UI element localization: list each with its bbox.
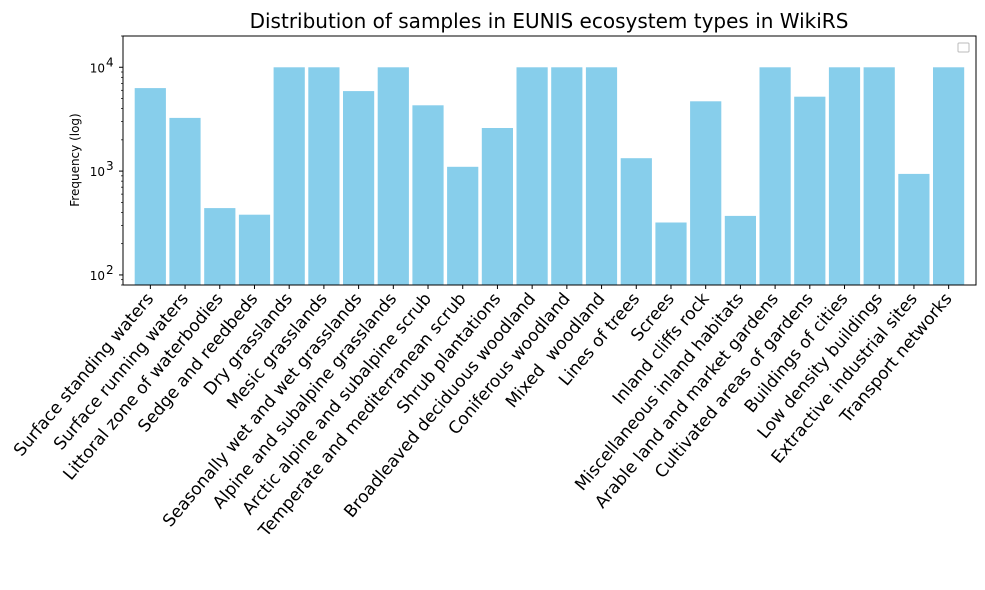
y-tick-label: 10 [90, 61, 105, 75]
bar-12 [551, 67, 583, 285]
bar-20 [828, 67, 861, 285]
x-tick-label: Surface standing waters [10, 289, 158, 460]
bars-group [134, 67, 965, 286]
y-tick-exponent: 3 [106, 159, 114, 173]
bar-21 [863, 67, 895, 285]
chart-title: Distribution of samples in EUNIS ecosyst… [250, 9, 849, 33]
y-tick-exponent: 2 [106, 263, 114, 277]
bar-18 [759, 67, 791, 285]
bar-4 [273, 67, 305, 285]
y-tick-label: 10 [90, 269, 105, 283]
bar-16 [690, 101, 722, 285]
bar-10 [481, 128, 513, 285]
bar-6 [343, 91, 375, 285]
bar-13 [585, 67, 618, 285]
bar-9 [447, 166, 479, 285]
bar-14 [620, 158, 652, 285]
bar-3 [238, 214, 271, 285]
y-tick-label: 10 [90, 165, 105, 179]
y-tick-exponent: 4 [106, 55, 114, 69]
bar-0 [134, 88, 166, 285]
bar-15 [655, 222, 687, 285]
legend-box [957, 42, 970, 53]
bar-17 [724, 215, 756, 285]
y-axis-label: Frequency (log) [68, 113, 82, 206]
bar-23 [933, 67, 965, 285]
bar-22 [898, 173, 930, 285]
bar-5 [308, 67, 340, 285]
plot-frame [122, 35, 977, 286]
bar-19 [794, 96, 826, 285]
bar-2 [204, 208, 236, 285]
bar-7 [377, 67, 409, 285]
bar-11 [516, 67, 548, 285]
bar-1 [169, 117, 201, 286]
bar-8 [412, 105, 444, 285]
